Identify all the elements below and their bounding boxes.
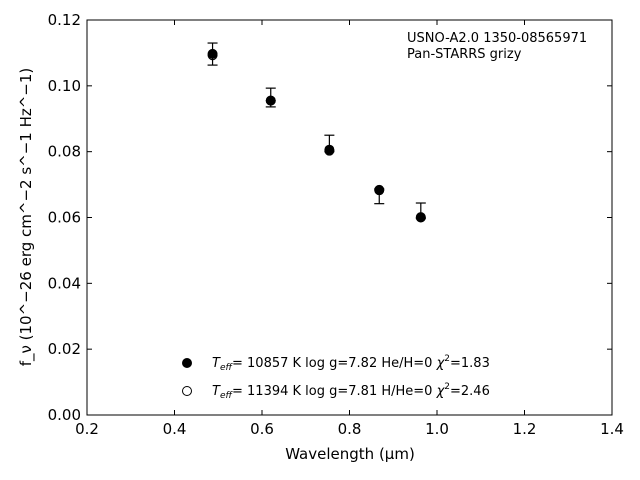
y-tick-label: 0.02 xyxy=(48,340,81,358)
legend-teff-subscript: eff xyxy=(220,363,234,373)
legend-entry-2: Teff= 11394 K log g=7.81 H/He=0 χ2=2.46 xyxy=(212,382,490,401)
data-point-open xyxy=(265,95,276,106)
legend-chi-superscript: 2 xyxy=(444,382,450,392)
y-tick-label: 0.10 xyxy=(48,77,81,95)
x-tick-label: 0.6 xyxy=(250,420,274,438)
legend-entry-1: Teff= 10857 K log g=7.82 He/H=0 χ2=1.83 xyxy=(212,354,490,373)
x-tick-label: 0.4 xyxy=(163,420,187,438)
data-point-filled-overlay xyxy=(375,185,384,195)
legend-teff-symbol: T xyxy=(212,384,221,399)
legend-chi-symbol: χ xyxy=(436,356,446,371)
y-axis-label: f_ν (10^−26 erg cm^−2 s^−1 Hz^−1) xyxy=(17,68,36,367)
legend-entry-2-chi: =2.46 xyxy=(450,384,490,399)
y-tick-label: 0.04 xyxy=(48,274,81,292)
legend-teff-subscript: eff xyxy=(220,391,234,401)
y-tick-label: 0.12 xyxy=(48,11,81,29)
x-axis-ticks: 0.2 0.4 0.6 0.8 1.0 1.2 1.4 xyxy=(75,20,624,438)
x-tick-label: 0.8 xyxy=(338,420,362,438)
legend-entry-2-params: = 11394 K log g=7.81 H/He=0 xyxy=(232,384,437,399)
data-point-filled-overlay xyxy=(208,49,217,59)
y-axis-ticks: 0.00 0.02 0.04 0.06 0.08 0.10 0.12 xyxy=(48,11,612,424)
x-axis-label: Wavelength (μm) xyxy=(285,445,415,463)
data-point-filled-overlay xyxy=(416,212,426,222)
x-tick-label: 1.2 xyxy=(513,420,537,438)
legend-chi-symbol: χ xyxy=(436,384,446,399)
data-points xyxy=(207,48,426,223)
star-name-annotation: USNO-A2.0 1350-08565971 xyxy=(407,31,587,46)
legend-teff-symbol: T xyxy=(212,356,221,371)
survey-annotation: Pan-STARRS grizy xyxy=(407,47,522,62)
y-tick-label: 0.08 xyxy=(48,143,81,161)
data-point-filled-overlay xyxy=(325,145,334,154)
legend-chi-superscript: 2 xyxy=(444,354,450,364)
legend-marker-open xyxy=(182,386,192,396)
data-point-filled-overlay xyxy=(266,96,275,105)
x-tick-label: 1.4 xyxy=(600,420,624,438)
x-tick-label: 1.0 xyxy=(425,420,449,438)
y-tick-label: 0.00 xyxy=(48,406,81,424)
legend-entry-1-chi: =1.83 xyxy=(450,356,490,371)
y-tick-label: 0.06 xyxy=(48,209,81,227)
x-tick-label: 0.2 xyxy=(75,420,99,438)
legend-entry-1-params: = 10857 K log g=7.82 He/H=0 xyxy=(232,356,437,371)
legend: Teff= 10857 K log g=7.82 He/H=0 χ2=1.83 … xyxy=(182,354,490,401)
legend-marker-filled xyxy=(182,358,192,368)
